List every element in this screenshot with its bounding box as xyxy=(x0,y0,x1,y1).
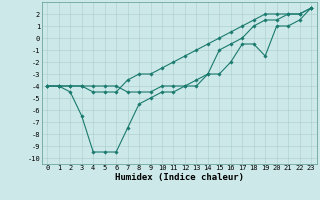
X-axis label: Humidex (Indice chaleur): Humidex (Indice chaleur) xyxy=(115,173,244,182)
